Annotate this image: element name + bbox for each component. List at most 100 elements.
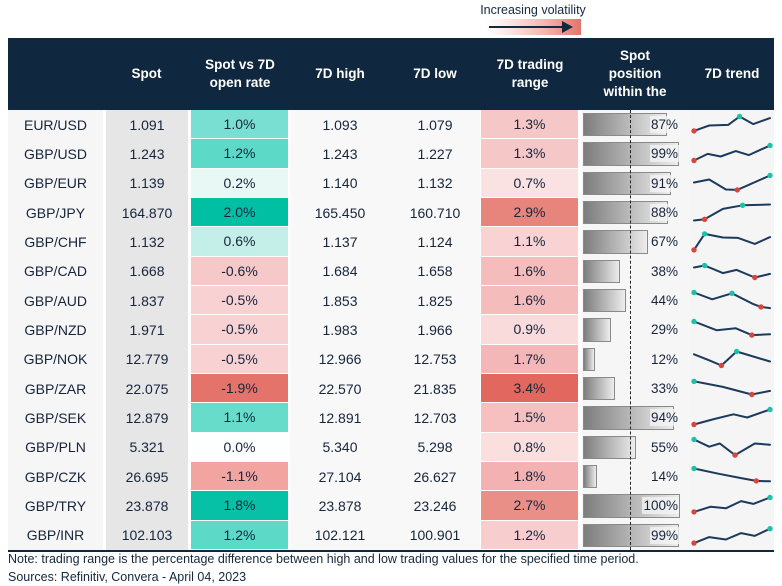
spot-value: 1.132	[103, 227, 190, 257]
table-body: EUR/USD 1.091 1.0% 1.093 1.079 1.3% 87% GBP/USD…	[8, 110, 774, 550]
pair-label: GBP/ZAR	[8, 373, 103, 404]
low-point-dot	[718, 362, 725, 368]
low-value: 1.124	[390, 227, 480, 257]
position-label: 88%	[649, 204, 679, 222]
position-label: 91%	[649, 174, 679, 192]
trading-range-cell: 0.8%	[480, 432, 580, 462]
position-cell: 33%	[580, 373, 690, 404]
spot-vs-open-cell: 1.2%	[190, 139, 290, 169]
position-cell: 44%	[580, 285, 690, 316]
low-point-dot	[691, 128, 697, 134]
fifty-percent-dashed-guide	[630, 110, 631, 550]
column-header-trend: 7D trend	[704, 66, 760, 81]
spot-vs-open-cell: 1.8%	[190, 491, 290, 521]
position-bar	[583, 259, 620, 283]
volatility-gradient-strip	[485, 19, 581, 35]
high-point-dot	[691, 289, 697, 296]
high-point-dot	[701, 231, 708, 238]
position-label: 29%	[649, 321, 679, 339]
spot-value: 23.878	[103, 491, 190, 521]
table-row: GBP/PLN 5.321 0.0% 5.340 5.298 0.8% 55%	[8, 432, 774, 462]
high-point-dot	[767, 407, 773, 413]
high-value: 1.137	[290, 227, 390, 257]
position-cell: 99%	[580, 139, 690, 169]
trend-cell	[690, 344, 774, 374]
trend-cell	[690, 403, 774, 433]
low-value: 26.627	[390, 461, 480, 492]
position-bar	[583, 318, 612, 342]
high-point-dot	[691, 465, 697, 472]
position-label: 55%	[649, 438, 679, 456]
spot-vs-open-cell: -0.6%	[190, 256, 290, 286]
high-point-dot	[701, 262, 708, 268]
low-value: 21.835	[390, 373, 480, 404]
low-value: 23.246	[390, 491, 480, 521]
trend-sparkline	[691, 113, 771, 134]
table-row: GBP/NZD 1.971 -0.5% 1.983 1.966 0.9% 29%	[8, 315, 774, 345]
trading-range-cell: 1.1%	[480, 227, 580, 257]
position-bar	[583, 288, 626, 313]
column-header-range: 7D trading range	[496, 57, 564, 90]
low-point-dot	[691, 509, 697, 516]
table-row: EUR/USD 1.091 1.0% 1.093 1.079 1.3% 87%	[8, 110, 774, 140]
table-row: GBP/JPY 164.870 2.0% 165.450 160.710 2.9% 88%	[8, 197, 774, 228]
position-cell: 87%	[580, 110, 690, 140]
position-bar	[583, 435, 637, 459]
spot-value: 1.091	[103, 110, 190, 140]
trend-cell	[690, 197, 774, 228]
spot-vs-open-cell: 0.0%	[190, 432, 290, 462]
high-value: 23.878	[290, 491, 390, 521]
spot-value: 12.779	[103, 344, 190, 374]
trading-range-cell: 1.7%	[480, 344, 580, 374]
trading-range-cell: 0.7%	[480, 168, 580, 198]
column-header-pair	[8, 38, 103, 110]
trend-sparkline	[691, 289, 771, 310]
spot-value: 102.103	[103, 520, 190, 550]
high-value: 1.853	[290, 285, 390, 316]
note-text: Note: trading range is the percentage di…	[8, 552, 639, 566]
trading-range-cell: 1.5%	[480, 403, 580, 433]
low-point-dot	[749, 391, 755, 398]
table-row: GBP/USD 1.243 1.2% 1.243 1.227 1.3% 99%	[8, 139, 774, 169]
high-value: 102.121	[290, 520, 390, 550]
position-cell: 67%	[580, 227, 690, 257]
position-label: 38%	[649, 262, 679, 280]
high-value: 1.140	[290, 168, 390, 198]
position-label: 14%	[649, 468, 679, 486]
pair-label: GBP/PLN	[8, 432, 103, 462]
spot-vs-open-cell: -0.5%	[190, 315, 290, 345]
pair-label: GBP/CZK	[8, 461, 103, 492]
table-header-row: Spot Spot vs 7D open rate 7D high 7D low 7D t…	[8, 38, 774, 110]
table-row: GBP/AUD 1.837 -0.5% 1.853 1.825 1.6% 44%	[8, 285, 774, 316]
spot-vs-open-cell: -1.1%	[190, 461, 290, 492]
low-value: 1.658	[390, 256, 480, 286]
position-bar	[583, 376, 615, 401]
table-row: GBP/NOK 12.779 -0.5% 12.966 12.753 1.7% 12%	[8, 344, 774, 374]
position-label: 67%	[649, 233, 679, 251]
trend-cell	[690, 285, 774, 316]
table-row: GBP/TRY 23.878 1.8% 23.878 23.246 2.7% 100%	[8, 491, 774, 521]
low-value: 100.901	[390, 520, 480, 550]
spot-value: 26.695	[103, 461, 190, 492]
spot-value: 1.668	[103, 256, 190, 286]
position-cell: 29%	[580, 315, 690, 345]
position-bar	[583, 464, 597, 489]
sources-text: Sources: Refinitiv, Convera - April 04, …	[8, 570, 247, 584]
table-row: GBP/SEK 12.879 1.1% 12.891 12.703 1.5% 94%	[8, 403, 774, 433]
trading-range-cell: 2.7%	[480, 491, 580, 521]
trend-sparkline	[691, 319, 771, 339]
trading-range-cell: 2.9%	[480, 197, 580, 228]
trend-cell	[690, 461, 774, 492]
trend-sparkline	[693, 262, 771, 280]
trading-range-cell: 1.8%	[480, 461, 580, 492]
spot-vs-open-cell: -0.5%	[190, 285, 290, 316]
high-value: 1.093	[290, 110, 390, 140]
high-value: 12.966	[290, 344, 390, 374]
low-value: 1.132	[390, 168, 480, 198]
high-point-dot	[729, 290, 735, 297]
position-cell: 12%	[580, 344, 690, 374]
spot-value: 164.870	[103, 197, 190, 228]
column-header-high: 7D high	[315, 66, 365, 81]
spot-value: 1.837	[103, 285, 190, 316]
low-point-dot	[734, 187, 740, 193]
